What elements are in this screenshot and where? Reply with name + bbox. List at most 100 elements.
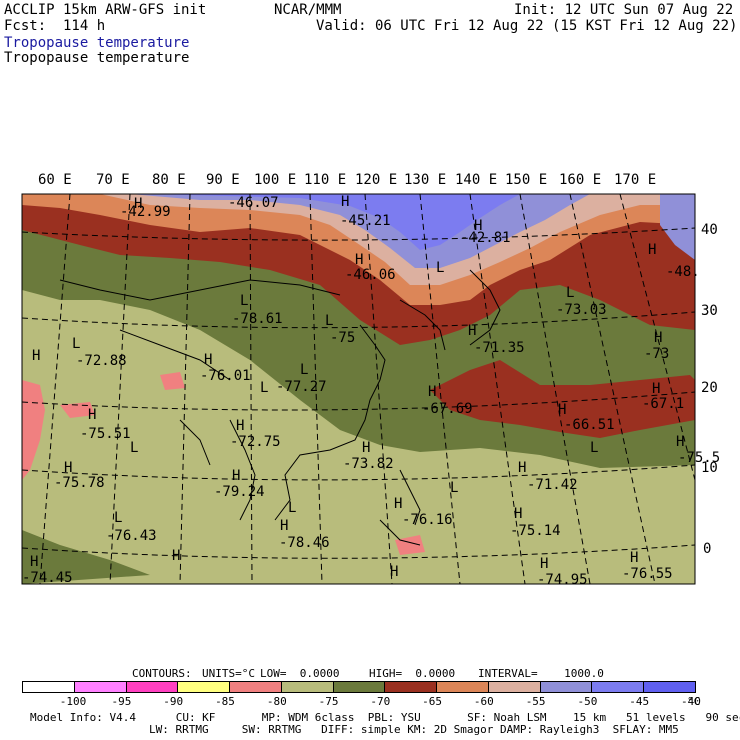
colorbar-unit: °C xyxy=(687,695,701,708)
value-label: -73 xyxy=(644,346,670,362)
value-label: -46.07 xyxy=(228,195,279,211)
value-label: -79.24 xyxy=(214,484,265,500)
low-marker: L xyxy=(450,480,459,496)
lon-label: 90 E xyxy=(206,172,240,188)
colorbar-tick-label: -55 xyxy=(525,695,546,708)
low-marker: L xyxy=(590,440,599,456)
high-marker: H xyxy=(172,548,181,564)
lon-label: 80 E xyxy=(152,172,186,188)
high-marker: H xyxy=(518,460,527,476)
colorbar-tick-label: -65 xyxy=(422,695,443,708)
patch-pink-2 xyxy=(60,402,95,418)
high-marker: H xyxy=(204,352,213,368)
value-label: -75.5 xyxy=(678,450,721,466)
high-marker: H xyxy=(32,348,41,364)
high-marker: H xyxy=(134,196,143,212)
center-name: NCAR/MMM xyxy=(274,2,342,18)
value-label: -75 xyxy=(330,330,356,346)
colorbar-swatch xyxy=(384,681,438,693)
lon-label: 120 E xyxy=(355,172,398,188)
value-label: -75.78 xyxy=(54,475,105,491)
colorbar-swatch xyxy=(229,681,282,693)
patch-pink-4 xyxy=(160,372,185,390)
value-label: -66.51 xyxy=(564,417,615,433)
lon-label: 70 E xyxy=(96,172,130,188)
high-marker: H xyxy=(558,402,567,418)
colorbar-tick-label: -85 xyxy=(215,695,235,708)
contours-high: HIGH= 0.0000 xyxy=(369,667,456,680)
model-info-line2: LW: RRTMG SW: RRTMG DIFF: simple KM: 2D … xyxy=(149,723,679,736)
high-marker: H xyxy=(394,496,403,512)
map-frame xyxy=(21,193,696,585)
value-label: -74.95 xyxy=(537,572,588,588)
model-title: ACCLIP 15km ARW-GFS init xyxy=(4,2,207,18)
lon-label: 60 E xyxy=(38,172,72,188)
high-marker: H xyxy=(355,252,364,268)
high-marker: H xyxy=(474,218,483,234)
value-label: -67.69 xyxy=(422,401,473,417)
value-label: -46.06 xyxy=(345,267,396,283)
value-label: -45.21 xyxy=(340,213,391,229)
value-label: -76.01 xyxy=(200,368,251,384)
colorbar-swatch xyxy=(177,681,231,693)
high-marker: H xyxy=(648,242,657,258)
value-label: -48. xyxy=(666,264,700,280)
band-dark-olive-2 xyxy=(22,530,150,584)
value-label: -42.99 xyxy=(120,204,171,220)
band-dark-red-south xyxy=(430,360,695,438)
value-label: -72.75 xyxy=(230,434,281,450)
value-label: -42.81 xyxy=(460,230,511,246)
low-marker: L xyxy=(114,510,123,526)
lon-label: 150 E xyxy=(505,172,548,188)
value-label: -76.16 xyxy=(402,512,453,528)
lat-label: 20 xyxy=(701,380,718,396)
band-blue xyxy=(150,194,520,250)
patch-pink-west xyxy=(22,380,45,480)
band-ne-blue xyxy=(660,194,695,260)
lon-label: 140 E xyxy=(455,172,498,188)
colorbar-swatch xyxy=(332,681,386,693)
lat-label: 10 xyxy=(701,460,718,476)
field-title: Tropopause temperature xyxy=(4,50,190,66)
high-marker: H xyxy=(654,330,663,346)
contours-low: LOW= 0.0000 xyxy=(260,667,340,680)
colorbar-tick-label: -45 xyxy=(629,695,650,708)
init-time: Init: 12 UTC Sun 07 Aug 22 xyxy=(514,2,734,18)
low-marker: L xyxy=(325,313,334,329)
high-marker: H xyxy=(630,550,639,566)
contours-interval: INTERVAL= 1000.0 xyxy=(478,667,604,680)
colorbar-swatch xyxy=(591,681,645,693)
low-marker: L xyxy=(72,336,81,352)
high-marker: H xyxy=(232,468,241,484)
high-marker: H xyxy=(341,194,350,210)
colorbar-swatch xyxy=(487,681,541,693)
lat-label: 0 xyxy=(703,541,712,557)
value-label: -74.45 xyxy=(22,570,73,586)
contours-label: CONTOURS: xyxy=(132,667,192,680)
high-marker: H xyxy=(540,556,549,572)
colorbar-swatch xyxy=(125,681,179,693)
value-label: -73.82 xyxy=(343,456,394,472)
value-label: -71.35 xyxy=(474,340,525,356)
low-marker: L xyxy=(288,500,297,516)
colorbar-tick-label: -75 xyxy=(318,695,339,708)
forecast-hour: Fcst: 114 h xyxy=(4,18,106,34)
value-label: -71.42 xyxy=(527,477,578,493)
colorbar-swatch xyxy=(73,681,127,693)
lon-label: 100 E xyxy=(254,172,297,188)
value-label: -76.43 xyxy=(106,528,157,544)
lat-label: 40 xyxy=(701,222,718,238)
field-title-blue: Tropopause temperature xyxy=(4,35,190,51)
value-label: -75.14 xyxy=(510,523,561,539)
model-info-line1: Model Info: V4.4 CU: KF MP: WDM 6class P… xyxy=(30,711,740,724)
high-marker: H xyxy=(676,434,685,450)
colorbar-swatch xyxy=(280,681,334,693)
value-label: -75.51 xyxy=(80,426,131,442)
value-label: -77.27 xyxy=(276,379,327,395)
colorbar-tick-label: -40 xyxy=(681,695,701,708)
colorbar-swatch xyxy=(643,681,696,693)
value-label: -78.46 xyxy=(279,535,330,551)
high-marker: H xyxy=(468,323,477,339)
high-marker: H xyxy=(652,381,661,397)
